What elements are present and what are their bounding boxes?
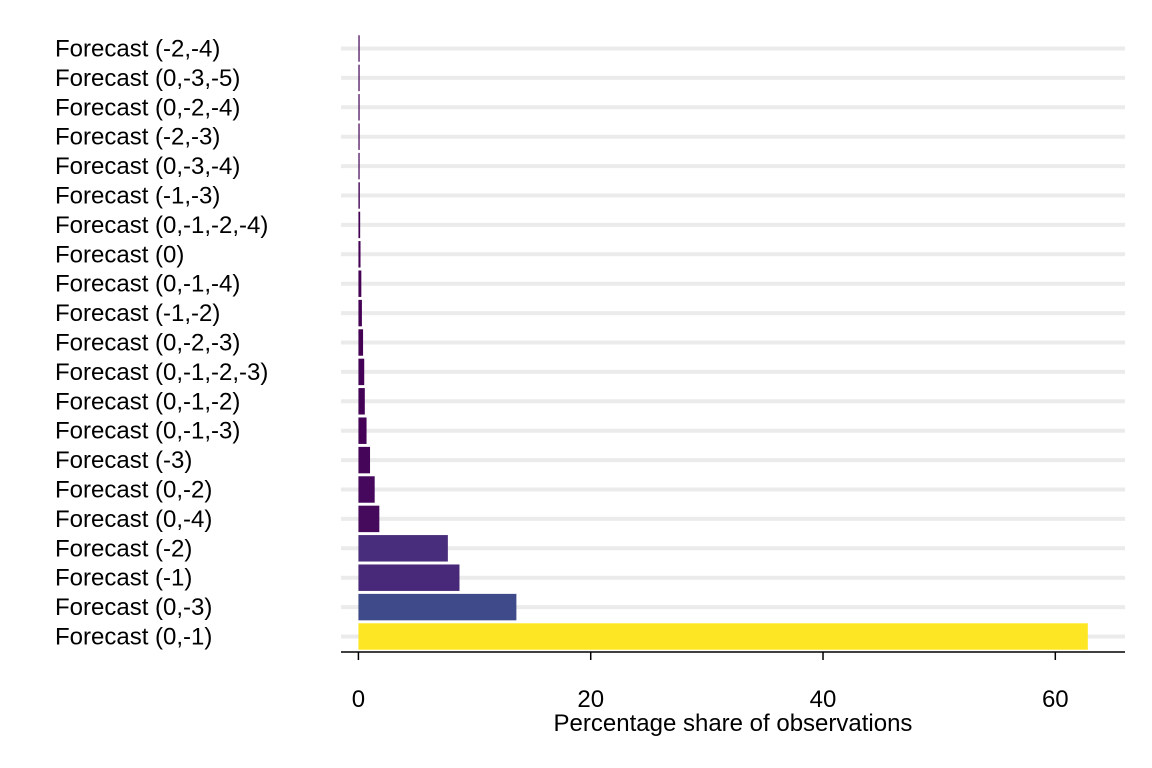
bar	[358, 417, 367, 444]
category-label: Forecast (0,-1,-3)	[55, 418, 240, 445]
x-tick-label: 0	[352, 686, 365, 713]
bar	[358, 388, 365, 415]
category-label: Forecast (0,-1,-2,-3)	[55, 359, 268, 386]
category-label: Forecast (0,-2,-4)	[55, 94, 240, 121]
bar	[358, 182, 360, 209]
category-label: Forecast (-1,-3)	[55, 183, 220, 210]
category-label: Forecast (0,-2,-3)	[55, 330, 240, 357]
bar	[358, 623, 1088, 650]
bar	[358, 35, 360, 62]
category-label: Forecast (0,-1,-2)	[55, 388, 240, 415]
x-tick-label: 40	[810, 686, 837, 713]
bar	[358, 123, 360, 150]
bar	[358, 505, 380, 533]
bar	[358, 94, 360, 121]
category-label: Forecast (-1,-2)	[55, 300, 220, 327]
x-tick-label: 60	[1042, 686, 1069, 713]
category-labels: Forecast (-2,-4)Forecast (0,-3,-5)Foreca…	[55, 36, 268, 651]
bar	[358, 270, 362, 297]
bar	[358, 211, 361, 239]
bar	[358, 329, 364, 356]
category-label: Forecast (0,-2)	[55, 477, 212, 504]
category-label: Forecast (0,-3,-4)	[55, 153, 240, 180]
gridlines	[341, 46, 1125, 639]
bar	[358, 64, 360, 92]
bar	[358, 476, 375, 503]
category-label: Forecast (0,-1,-2,-4)	[55, 212, 268, 239]
bar	[358, 564, 460, 591]
category-label: Forecast (-1)	[55, 565, 192, 592]
bar	[358, 241, 361, 268]
bar	[358, 299, 362, 327]
category-label: Forecast (0,-1)	[55, 624, 212, 651]
category-label: Forecast (0,-3,-5)	[55, 65, 240, 92]
category-label: Forecast (0,-4)	[55, 506, 212, 533]
bar	[358, 446, 371, 474]
bar	[358, 152, 360, 180]
bar	[358, 358, 365, 386]
x-axis-ticks: 0 20 40 60	[352, 652, 1069, 713]
bars	[358, 35, 1088, 650]
category-label: Forecast (-2)	[55, 535, 192, 562]
bar	[358, 535, 448, 562]
category-label: Forecast (-2,-4)	[55, 36, 220, 63]
x-axis-title: Percentage share of observations	[554, 710, 913, 737]
bar	[358, 593, 517, 621]
category-label: Forecast (0,-3)	[55, 594, 212, 621]
category-label: Forecast (-2,-3)	[55, 124, 220, 151]
category-label: Forecast (0,-1,-4)	[55, 271, 240, 298]
category-label: Forecast (0)	[55, 241, 184, 268]
category-label: Forecast (-3)	[55, 447, 192, 474]
x-tick-label: 20	[577, 686, 604, 713]
